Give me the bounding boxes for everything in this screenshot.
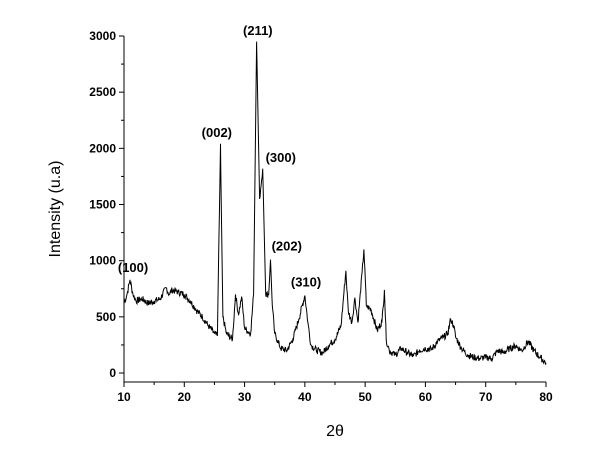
peak-label: (202) bbox=[272, 239, 302, 254]
peak-annotations: (100) (002) (211) (300) (202) (310) bbox=[118, 23, 321, 290]
peak-label: (002) bbox=[202, 125, 232, 140]
x-tick-label: 40 bbox=[298, 390, 312, 404]
y-tick-label: 3000 bbox=[89, 29, 116, 43]
x-axis-label: 2θ bbox=[326, 423, 344, 440]
x-tick-label: 80 bbox=[539, 390, 553, 404]
y-tick-label: 1500 bbox=[89, 198, 116, 212]
x-tick-label: 20 bbox=[178, 390, 192, 404]
peak-label: (211) bbox=[243, 23, 273, 38]
y-tick-label: 2500 bbox=[89, 85, 116, 99]
peak-label: (300) bbox=[266, 150, 296, 165]
y-tick-label: 1000 bbox=[89, 254, 116, 268]
peak-label: (310) bbox=[291, 275, 321, 290]
x-tick-label: 60 bbox=[419, 390, 433, 404]
series-line bbox=[123, 41, 547, 365]
y-axis-label: Intensity (u.a) bbox=[47, 161, 64, 258]
x-tick-label: 30 bbox=[238, 390, 252, 404]
peak-label: (100) bbox=[118, 260, 148, 275]
ticks: 10 20 30 40 50 60 70 80 0 500 1000 1500 2000 2500 3000 bbox=[89, 29, 553, 404]
y-tick-label: 500 bbox=[96, 310, 116, 324]
y-tick-label: 0 bbox=[109, 366, 116, 380]
x-tick-label: 70 bbox=[479, 390, 493, 404]
y-tick-label: 2000 bbox=[89, 141, 116, 155]
x-tick-label: 10 bbox=[117, 390, 131, 404]
x-tick-label: 50 bbox=[358, 390, 372, 404]
